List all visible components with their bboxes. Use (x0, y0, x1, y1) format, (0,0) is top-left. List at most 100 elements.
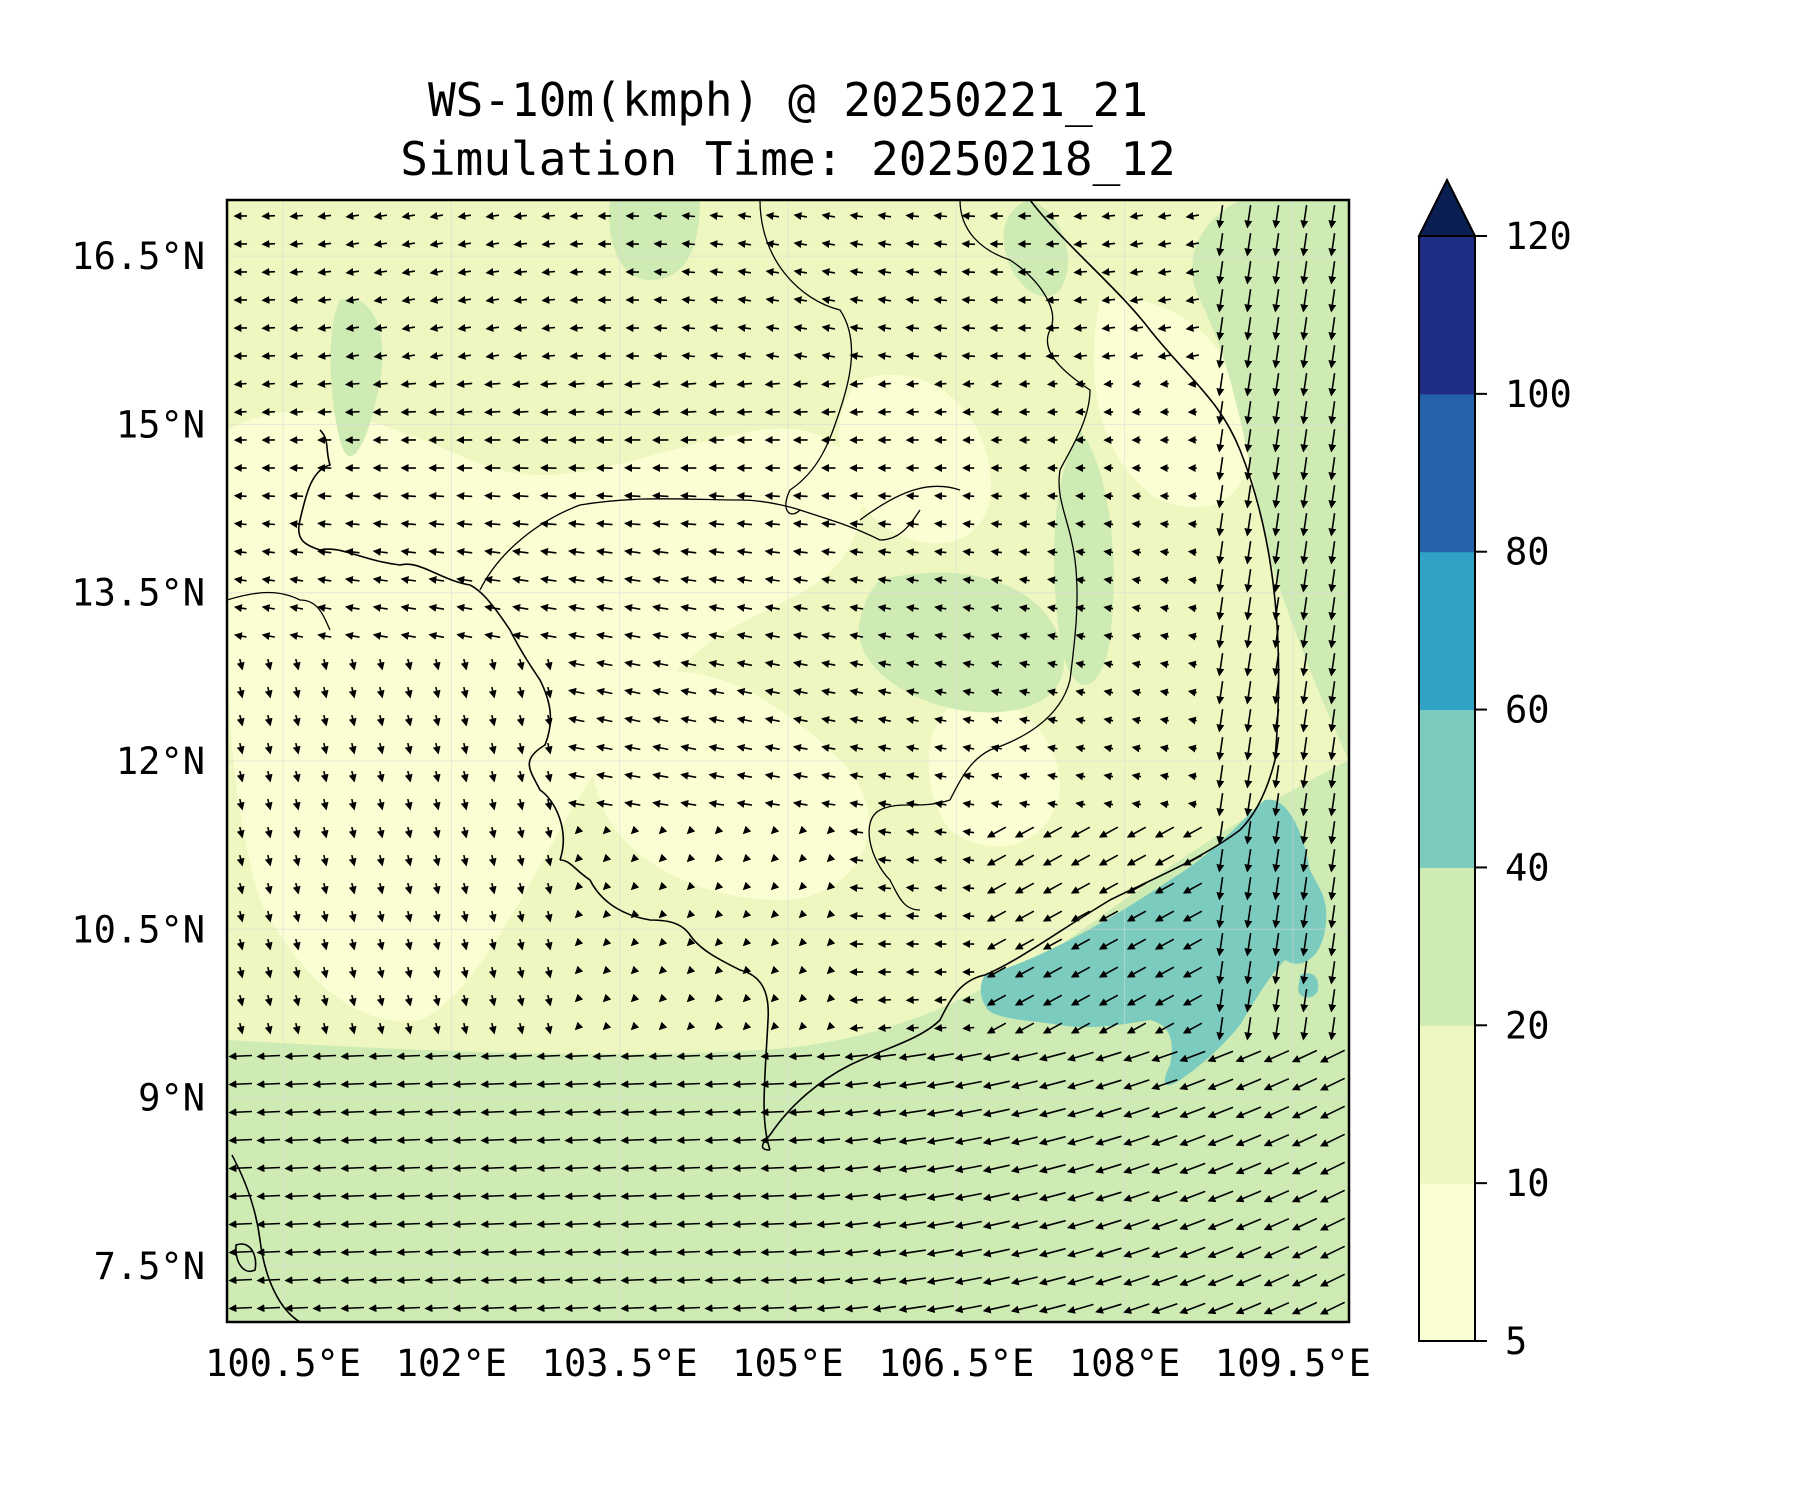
wind-vector (1075, 632, 1086, 641)
wind-vector (261, 492, 275, 501)
wind-vector (849, 744, 864, 752)
wind-vector (990, 660, 1002, 669)
wind-vector (760, 1080, 785, 1089)
wind-vector (736, 491, 753, 500)
wind-vector (1126, 882, 1147, 894)
wind-vector (680, 799, 697, 808)
wind-vector (368, 1248, 393, 1257)
wind-vector (317, 632, 332, 640)
wind-vector (1018, 576, 1030, 585)
wind-speed-field (227, 200, 1349, 1322)
wind-vector (708, 799, 725, 808)
wind-vector (317, 520, 332, 528)
wind-vector (1014, 854, 1035, 866)
wind-vector (652, 491, 669, 500)
wind-vector (460, 938, 469, 951)
wind-vector (793, 240, 808, 249)
wind-vector (400, 380, 416, 389)
wind-vector (821, 800, 836, 808)
wind-vector (793, 352, 808, 361)
wind-vector (592, 1220, 617, 1229)
wind-vector (681, 324, 696, 333)
wind-vector (432, 882, 441, 895)
wind-vector (1328, 624, 1337, 649)
wind-vector (1154, 826, 1175, 838)
wind-vector (508, 1136, 533, 1145)
colorbar-segment (1419, 393, 1475, 553)
wind-vector (317, 408, 332, 416)
wind-vector (877, 800, 891, 809)
wind-vector (424, 1164, 449, 1173)
wind-vector (905, 716, 919, 725)
wind-vector (373, 323, 388, 332)
wind-vector (1073, 267, 1088, 276)
wind-vector (652, 631, 669, 640)
wind-vector (742, 825, 752, 835)
wind-vector (404, 714, 413, 727)
wind-vector (1328, 876, 1337, 901)
wind-vector (1300, 680, 1309, 705)
wind-vector (568, 687, 585, 696)
wind-vector (539, 491, 557, 500)
wind-vector (460, 910, 469, 923)
wind-vector (261, 548, 275, 557)
wind-vector (236, 658, 245, 671)
wind-vector (905, 912, 919, 921)
wind-vector (340, 1080, 365, 1089)
wind-vector (1300, 344, 1309, 369)
wind-vector (512, 380, 529, 389)
wind-vector (1018, 548, 1030, 557)
wind-vector (962, 744, 975, 753)
wind-vector (544, 798, 553, 811)
wind-vector (574, 909, 584, 919)
wind-vector (289, 267, 304, 276)
wind-vector (821, 520, 836, 528)
wind-vector (1244, 232, 1253, 257)
lon-tick-label: 100.5°E (205, 1342, 361, 1385)
wind-vector (658, 909, 668, 919)
wind-vector (1272, 260, 1281, 285)
wind-vector (1244, 792, 1253, 817)
wind-vector (798, 853, 808, 863)
wind-vector (284, 1220, 309, 1229)
wind-vector (345, 267, 360, 276)
wind-vector (376, 910, 385, 923)
wind-vector (1328, 680, 1337, 705)
wind-vector (877, 660, 891, 669)
wind-vector (934, 772, 947, 781)
wind-vector (1244, 456, 1253, 481)
wind-vector (460, 966, 469, 979)
wind-vector (1075, 379, 1086, 388)
wind-vector (1103, 520, 1114, 529)
wind-vector (1216, 232, 1225, 257)
wind-vector (737, 352, 752, 361)
wind-vector (508, 1220, 533, 1229)
wind-vector (962, 688, 975, 697)
wind-vector (1159, 744, 1169, 753)
wind-vector (709, 324, 724, 333)
wind-vector (1300, 904, 1309, 929)
wind-vector (1216, 932, 1225, 957)
wind-vector (708, 547, 725, 556)
wind-vector (340, 1276, 365, 1285)
wind-vector (1244, 736, 1253, 761)
wind-vector (312, 1164, 337, 1173)
wind-vector (513, 211, 528, 220)
wind-vector (428, 603, 445, 612)
wind-vector (1272, 596, 1281, 621)
wind-vector (714, 853, 724, 863)
wind-vector (404, 770, 413, 783)
wind-vector (1129, 323, 1144, 332)
wind-vector (1098, 826, 1119, 838)
lon-tick-label: 108°E (1069, 1342, 1180, 1385)
wind-vector (1272, 400, 1281, 425)
wind-vector (400, 575, 417, 584)
wind-vector (424, 1276, 449, 1285)
wind-vector (596, 547, 613, 556)
wind-vector (452, 1248, 477, 1257)
wind-vector (1244, 512, 1253, 537)
wind-vector (934, 995, 947, 1004)
wind-vector (764, 799, 780, 808)
wind-vector (424, 1136, 449, 1145)
wind-vector (541, 323, 556, 332)
